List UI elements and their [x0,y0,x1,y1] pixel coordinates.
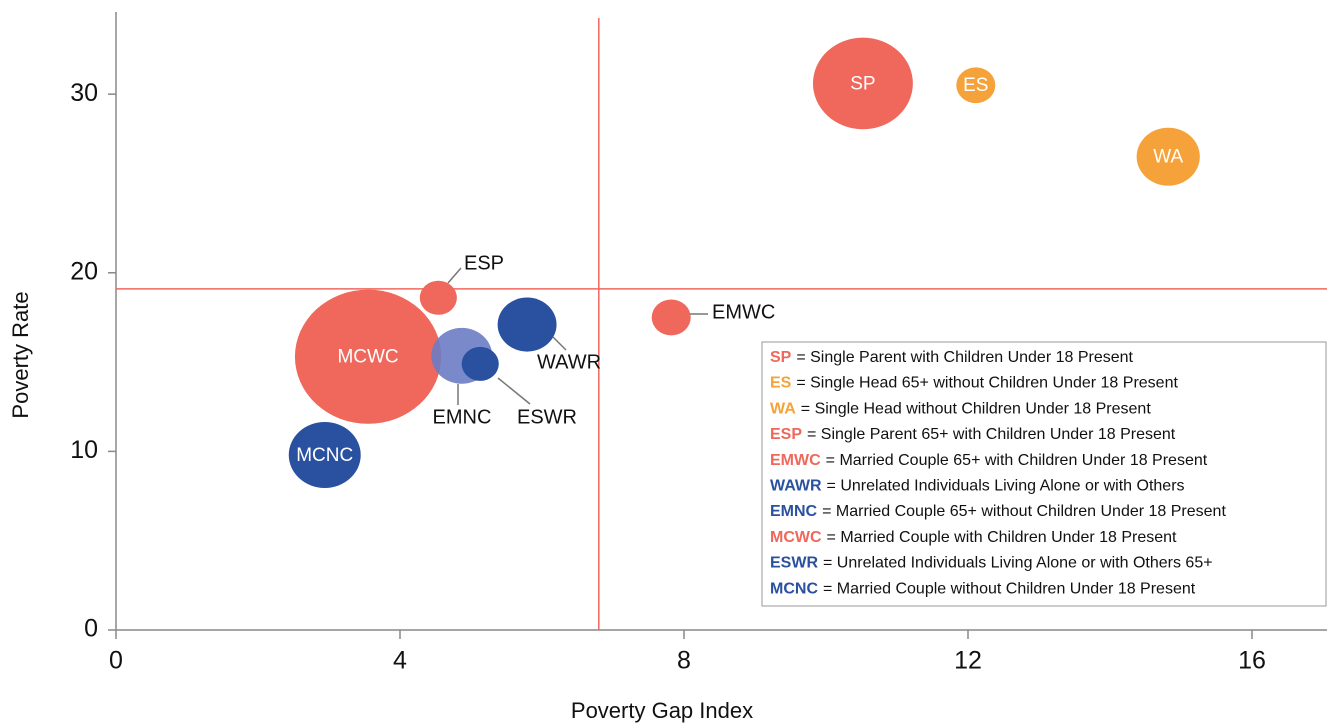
legend-entry: ES = Single Head 65+ without Children Und… [770,375,1178,392]
bubble-label: SP [850,73,875,94]
legend-text: = Married Couple with Children Under 18 … [827,529,1178,546]
bubble-label: WA [1153,147,1183,168]
legend-text: = Single Parent 65+ with Children Under … [807,426,1176,443]
legend-entry: SP = Single Parent with Children Under 18… [770,349,1134,366]
legend-abbr: ES [770,375,792,392]
legend-text: = Single Parent with Children Under 18 P… [796,349,1133,366]
y-axis-label: Poverty Rate [8,291,33,418]
legend-abbr: WA [770,401,796,418]
x-axis-label: Poverty Gap Index [571,698,753,723]
bubble-label: EMWC [712,301,775,323]
legend-text: = Married Couple 65+ without Children Un… [822,503,1226,520]
legend-abbr: WAWR [770,478,822,495]
legend-entry: ESWR = Unrelated Individuals Living Alone… [770,555,1213,572]
legend-entry: ESP = Single Parent 65+ with Children Und… [770,426,1176,443]
legend-abbr: MCNC [770,581,818,598]
x-tick-label: 0 [109,647,123,675]
y-tick-label: 0 [84,615,98,643]
legend-abbr: SP [770,349,792,366]
legend-abbr: EMNC [770,503,818,520]
legend-text: = Single Head 65+ without Children Under… [796,375,1178,392]
legend-text: = Single Head without Children Under 18 … [801,401,1152,418]
bubble-label: EMNC [433,406,492,428]
x-tick-label: 12 [954,647,982,675]
leader-line [497,377,531,405]
bubble [497,297,557,352]
bubble-label: MCNC [296,445,353,466]
y-tick-label: 20 [70,257,98,285]
bubble [419,280,457,315]
x-tick-label: 8 [677,647,691,675]
legend-entry: MCWC = Married Couple with Children Under… [770,529,1177,546]
legend-text: = Unrelated Individuals Living Alone or … [827,478,1185,495]
bubble-label: MCWC [337,347,398,368]
bubble-label: ESWR [517,406,577,428]
bubble [651,299,691,336]
x-tick-label: 4 [393,647,407,675]
bubble [294,289,442,424]
legend-abbr: MCWC [770,529,822,546]
bubble [956,67,996,104]
legend-abbr: ESP [770,426,802,443]
legend-entry: EMWC = Married Couple 65+ with Children U… [770,452,1208,469]
bubble-label: WAWR [537,351,601,373]
legend-text: = Married Couple 65+ with Children Under… [826,452,1208,469]
bubble [1136,127,1200,186]
legend-text: = Unrelated Individuals Living Alone or … [823,555,1213,572]
leader-line [552,336,567,351]
leader-line [447,267,462,284]
bubble-label: ES [963,75,988,96]
legend-entry: WAWR = Unrelated Individuals Living Alone… [770,478,1185,495]
legend-entry: MCNC = Married Couple without Children Un… [770,581,1196,598]
legend-abbr: ESWR [770,555,818,572]
legend-box [761,341,1327,607]
y-tick-label: 10 [70,436,98,464]
bubble-label: ESP [464,252,504,274]
x-tick-label: 16 [1238,647,1266,675]
legend-abbr: EMWC [770,452,821,469]
legend-entry: WA = Single Head without Children Under 1… [770,401,1151,418]
bubble [288,421,361,488]
legend-entry: EMNC = Married Couple 65+ without Childre… [770,503,1226,520]
bubble [461,346,499,381]
legend-text: = Married Couple without Children Under … [823,581,1196,598]
bubble [812,37,913,130]
y-tick-label: 30 [70,79,98,107]
